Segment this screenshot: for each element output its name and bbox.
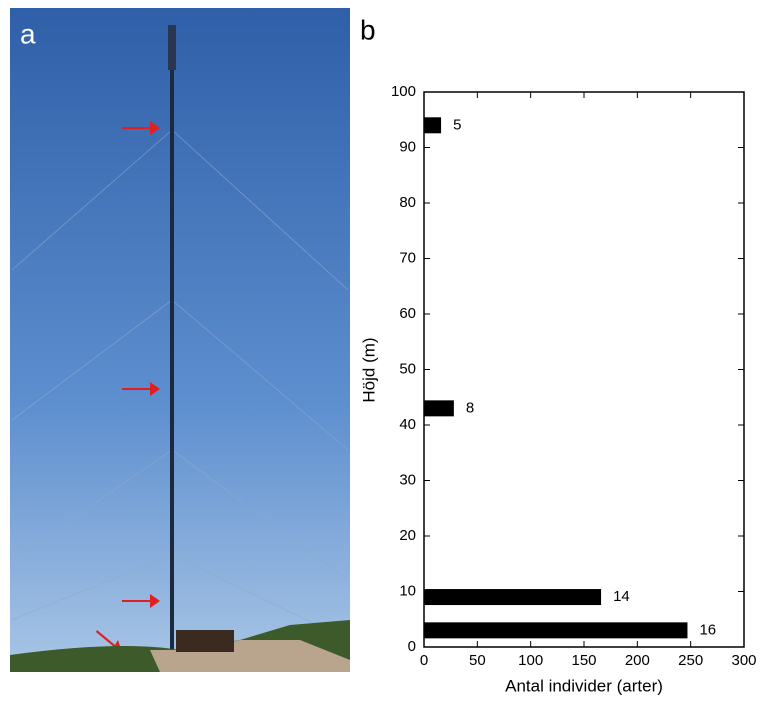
- y-tick-label: 100: [391, 83, 416, 100]
- y-tick-label: 50: [399, 360, 416, 377]
- plot-frame: [423, 91, 745, 648]
- x-tick-label: 50: [469, 652, 486, 669]
- y-tick-label: 90: [399, 138, 416, 155]
- y-tick-label: 10: [399, 582, 416, 599]
- x-tick-label: 200: [625, 652, 650, 669]
- species-label: 14: [613, 588, 630, 605]
- panel-label: b: [360, 14, 376, 45]
- bar: [424, 622, 688, 639]
- y-tick-label: 30: [399, 471, 416, 488]
- y-axis-label: Höjd (m): [359, 337, 378, 402]
- panel-label: a: [20, 18, 36, 49]
- x-tick-label: 300: [731, 652, 756, 669]
- y-tick-label: 80: [399, 194, 416, 211]
- y-tick-label: 70: [399, 249, 416, 266]
- bar: [424, 589, 602, 606]
- x-tick-label: 100: [518, 652, 543, 669]
- bar: [424, 117, 442, 134]
- species-label: 5: [453, 116, 461, 133]
- x-tick-label: 250: [678, 652, 703, 669]
- x-tick-label: 150: [571, 652, 596, 669]
- bar: [424, 400, 454, 417]
- y-tick-label: 40: [399, 416, 416, 433]
- species-label: 16: [699, 621, 716, 638]
- y-tick-label: 60: [399, 305, 416, 322]
- species-label: 8: [466, 399, 474, 416]
- photo: a: [10, 8, 350, 672]
- x-tick-label: 0: [420, 652, 428, 669]
- y-tick-label: 20: [399, 527, 416, 544]
- y-tick-label: 0: [408, 638, 416, 655]
- x-axis-label: Antal individer (arter): [505, 676, 663, 695]
